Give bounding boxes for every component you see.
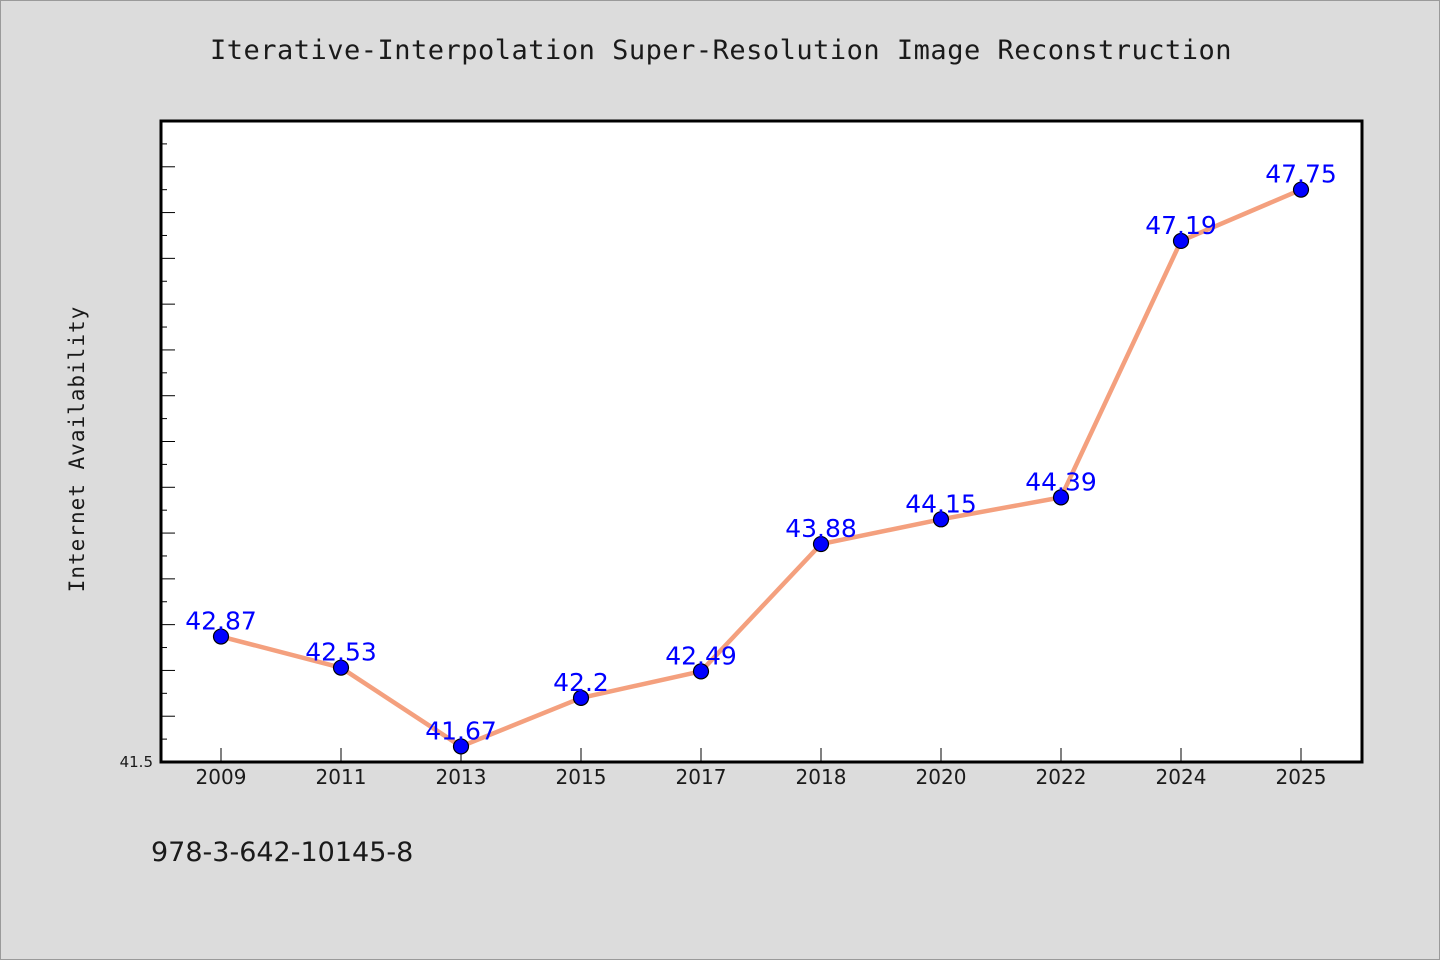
- data-label: 44.15: [905, 489, 977, 518]
- data-point-marker: [692, 663, 710, 680]
- x-tick-label: 2018: [796, 765, 847, 789]
- y-tick-label: 41.5: [120, 753, 153, 771]
- data-label: 42.49: [665, 641, 737, 670]
- chart-title: Iterative-Interpolation Super-Resolution…: [209, 35, 1233, 66]
- data-point-marker: [1172, 232, 1190, 250]
- data-point-marker: [1292, 181, 1310, 198]
- x-tick-label: 2013: [436, 765, 487, 789]
- data-point-marker: [812, 535, 830, 553]
- x-tick-label: 2011: [316, 765, 367, 789]
- data-point-marker: [932, 511, 950, 528]
- data-point-marker: [212, 628, 230, 645]
- data-label: 42.2: [553, 668, 609, 697]
- x-axis-tick-labels: 2009 2011 2013 2015 2017 2018 2020 2022 2024 2025: [196, 765, 1327, 789]
- plot-frame: [159, 119, 1364, 764]
- x-tick-label: 2015: [556, 765, 607, 789]
- data-label: 42.87: [185, 607, 257, 636]
- y-axis-ticks: [161, 120, 175, 763]
- x-tick-label: 2022: [1036, 765, 1087, 789]
- x-tick-label: 2017: [676, 765, 727, 789]
- footer-isbn: 978-3-642-10145-8: [151, 837, 414, 868]
- data-label: 44.39: [1025, 467, 1097, 496]
- x-tick-label: 2024: [1156, 765, 1207, 789]
- data-point-marker: [1052, 489, 1070, 506]
- y-axis-tick-labels: 41.5: [120, 753, 153, 771]
- data-label: 47.19: [1145, 211, 1217, 240]
- data-label: 42.53: [305, 638, 377, 667]
- x-tick-label: 2020: [916, 765, 967, 789]
- data-labels: 42.87 42.53 41.67 42.2 42.49 43.88 44.15 44.39 4…: [185, 160, 1337, 746]
- series-markers: [212, 181, 1310, 755]
- data-label: 41.67: [425, 716, 497, 745]
- data-label: 43.88: [785, 514, 857, 543]
- data-point-marker: [332, 659, 350, 676]
- x-tick-label: 2025: [1276, 765, 1327, 789]
- data-point-marker: [452, 738, 470, 755]
- series-line: [220, 187, 1302, 749]
- x-tick-label: 2009: [196, 765, 247, 789]
- data-label: 47.75: [1265, 160, 1337, 189]
- data-point-marker: [572, 689, 590, 707]
